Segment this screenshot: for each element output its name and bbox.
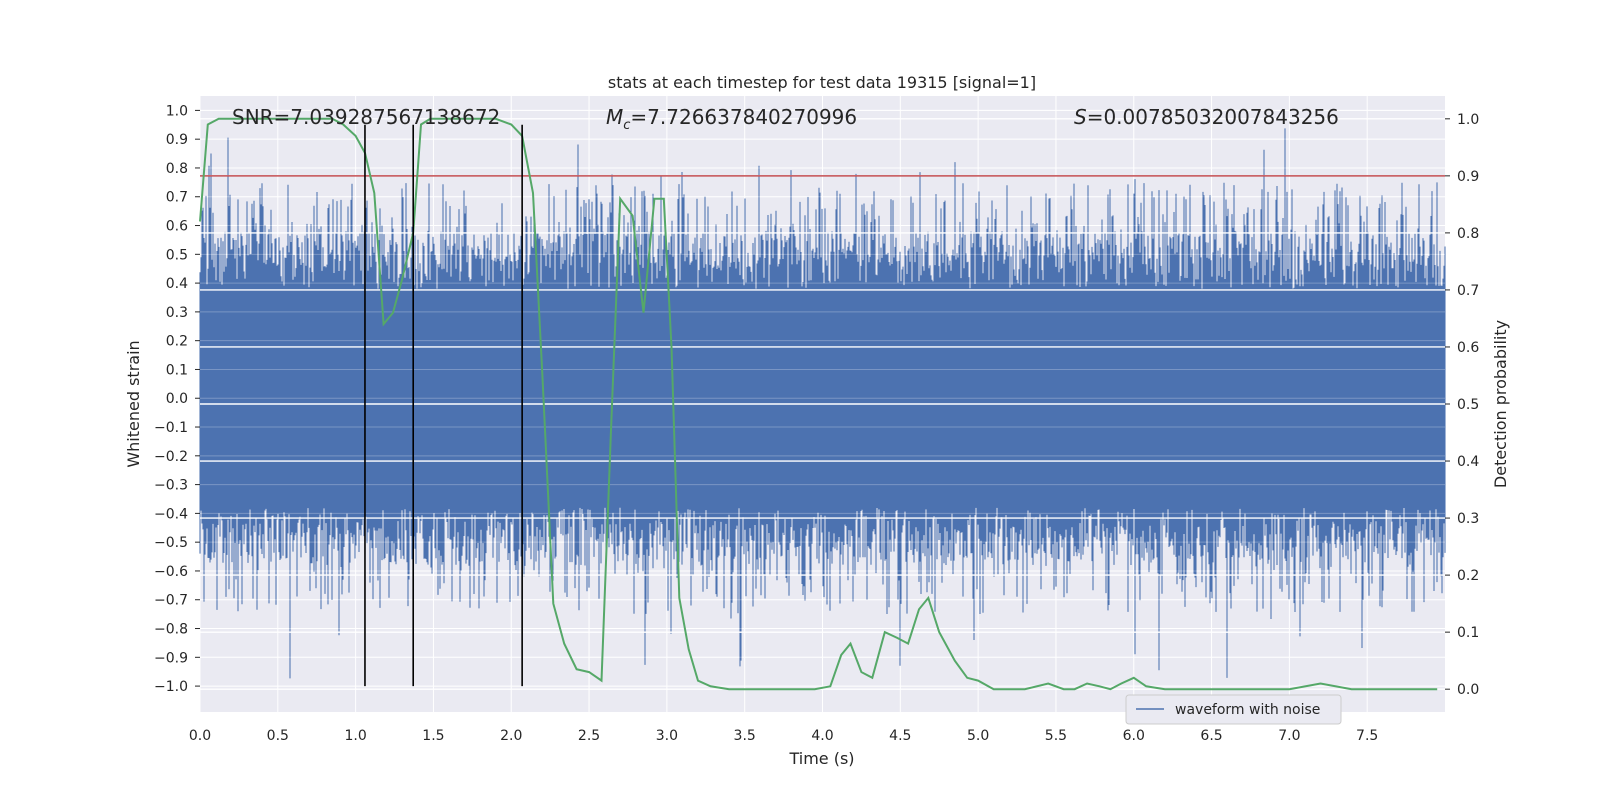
x-tick-label: 1.0 (344, 728, 366, 744)
s-annotation: S=0.00785032007843256 (1074, 105, 1339, 129)
x-tick-label: 3.0 (656, 728, 678, 744)
x-tick-label: 0.5 (267, 728, 289, 744)
chirp-mass-value: =7.726637840270996 (630, 105, 857, 129)
chart-title: stats at each timestep for test data 193… (608, 73, 1036, 92)
probability-series (199, 117, 1438, 691)
x-tick-label: 6.0 (1123, 728, 1145, 744)
y-tick-label: 0.1 (166, 362, 188, 378)
y-tick-label: 0.9 (166, 132, 188, 148)
y-tick-label: −0.6 (154, 564, 188, 580)
legend: waveform with noise (1125, 694, 1342, 725)
y-axis-label: Whitened strain (124, 340, 143, 467)
x-tick-label: 5.5 (1045, 728, 1067, 744)
y2-tick-label: 0.8 (1457, 226, 1479, 242)
y-tick-label: 0.6 (166, 219, 188, 235)
legend-box (1125, 694, 1342, 725)
legend-label-waveform: waveform with noise (1175, 702, 1320, 718)
y-tick-label: −0.2 (154, 449, 188, 465)
x-tick-label: 2.5 (578, 728, 600, 744)
y2-axis-label: Detection probability (1491, 320, 1510, 488)
y2-tick-label: 0.2 (1457, 568, 1479, 584)
y2-tick-label: 0.1 (1457, 625, 1479, 641)
x-tick-label: 4.0 (811, 728, 833, 744)
x-tick-label: 7.0 (1278, 728, 1300, 744)
waveform-core-band (200, 288, 1445, 508)
waveform-series (199, 109, 1446, 690)
y2-tick-label: 0.7 (1457, 283, 1479, 299)
y-tick-label: 0.2 (166, 334, 188, 350)
x-tick-label: 6.5 (1200, 728, 1222, 744)
chirp-mass-annotation: Mc=7.726637840270996 (606, 105, 857, 133)
x-tick-label: 7.5 (1356, 728, 1378, 744)
y-tick-label: 0.5 (166, 247, 188, 263)
y2-tick-label: 1.0 (1457, 112, 1479, 128)
s-value: =0.00785032007843256 (1087, 105, 1339, 129)
y-axis-ticks: 1.0 0.9 0.8 0.7 0.6 0.5 0.4 0.3 0.2 0.1 0.0 −0.1 −0.… (154, 103, 200, 695)
y2-axis-ticks: 1.0 0.9 0.8 0.7 0.6 0.5 0.4 0.3 0.2 0.1 0.0 (1445, 112, 1479, 698)
probability-curve (199, 117, 1438, 691)
y2-tick-label: 0.3 (1457, 511, 1479, 527)
y2-tick-label: 0.0 (1457, 682, 1479, 698)
y-tick-label: 1.0 (166, 103, 188, 119)
y-tick-label: 0.3 (166, 305, 188, 321)
s-symbol: S (1074, 105, 1087, 129)
y-tick-label: −0.3 (154, 478, 188, 494)
y-tick-label: 0.7 (166, 190, 188, 206)
x-tick-label: 0.0 (189, 728, 211, 744)
y-tick-label: −0.4 (154, 506, 188, 522)
y-tick-label: −1.0 (154, 679, 188, 695)
x-axis-label: Time (s) (788, 749, 854, 768)
y-tick-label: 0.4 (166, 276, 188, 292)
y-tick-label: 0.8 (166, 161, 188, 177)
x-tick-label: 5.0 (967, 728, 989, 744)
y-tick-label: −0.5 (154, 535, 188, 551)
x-tick-label: 1.5 (422, 728, 444, 744)
x-tick-label: 4.5 (889, 728, 911, 744)
y-tick-label: −0.9 (154, 650, 188, 666)
y2-tick-label: 0.4 (1457, 454, 1479, 470)
x-axis-ticks: 0.0 0.5 1.0 1.5 2.0 2.5 3.0 3.5 4.0 4.5 5.0 5.5 6.0 6… (189, 728, 1378, 744)
y-tick-label: −0.1 (154, 420, 188, 436)
y-tick-label: −0.7 (154, 593, 188, 609)
y2-tick-label: 0.9 (1457, 169, 1479, 185)
snr-annotation: SNR=7.039287567138672 (232, 105, 500, 129)
x-tick-label: 3.5 (734, 728, 756, 744)
x-tick-label: 2.0 (500, 728, 522, 744)
y-tick-label: 0.0 (166, 391, 188, 407)
y2-tick-label: 0.5 (1457, 397, 1479, 413)
chirp-mass-subscript: c (623, 118, 630, 133)
chirp-mass-symbol: M (606, 105, 623, 129)
grid-overlay (200, 109, 1445, 690)
event-markers (364, 124, 523, 687)
y-tick-label: −0.8 (154, 622, 188, 638)
y2-tick-label: 0.6 (1457, 340, 1479, 356)
